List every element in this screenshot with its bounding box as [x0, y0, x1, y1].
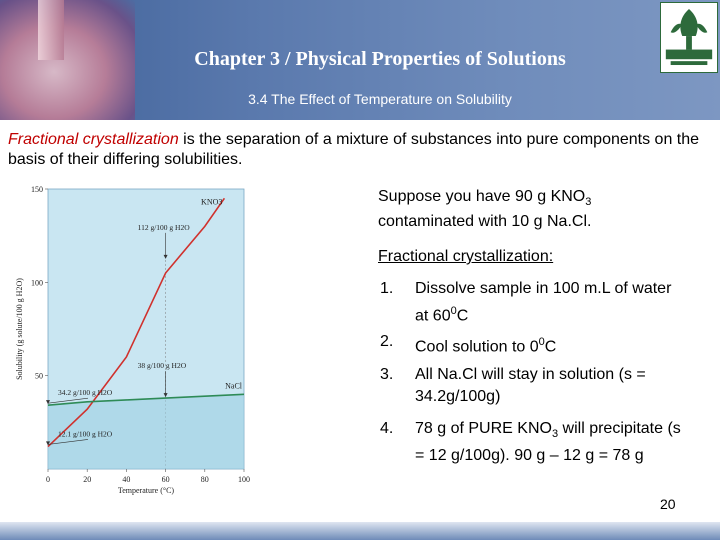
x-tick-label: 20: [83, 475, 91, 484]
step-number: 3.: [380, 366, 394, 383]
step-4-text-a: 78 g of PURE KNO: [415, 420, 552, 437]
step-text: 78 g of PURE KNO3 will precipitate (s = …: [415, 418, 685, 467]
x-tick-label: 40: [122, 475, 130, 484]
nacl-region: [48, 394, 244, 469]
x-tick-label: 100: [238, 475, 250, 484]
annotation-arrowhead: [46, 400, 50, 405]
step-4-subscript: 3: [551, 428, 559, 441]
scenario-line-2: contaminated with 10 g Na.Cl.: [378, 213, 592, 231]
step-text: All Na.Cl will stay in solution (s = 34.…: [415, 366, 646, 405]
series-line-kno3: [47, 197, 226, 448]
y-tick-label: 50: [35, 372, 43, 381]
page-number: 20: [660, 496, 676, 512]
step-2-text-a: Cool solution to 0: [415, 338, 539, 356]
y-tick-label: 100: [31, 278, 43, 287]
step-1-superscript: 0: [450, 305, 457, 317]
procedure-heading: Fractional crystallization:: [378, 248, 554, 265]
header-band: Chapter 3 / Physical Properties of Solut…: [0, 0, 720, 120]
slide-subtitle: 3.4 The Effect of Temperature on Solubil…: [248, 91, 512, 107]
series-label: KNO3: [201, 197, 222, 206]
annotation-label: 12.1 g/100 g H2O: [58, 429, 113, 438]
slide-title: Chapter 3 / Physical Properties of Solut…: [194, 48, 566, 70]
series-line-nacl: [47, 393, 245, 406]
annotation-arrowhead: [163, 393, 168, 398]
step-1-text-a: Dissolve sample in 100 m.L of water at 6…: [415, 280, 672, 325]
step-2-superscript: 0: [538, 336, 545, 348]
annotation-label: 38 g/100 g H2O: [138, 361, 187, 370]
step-number: 2.: [380, 333, 394, 350]
x-tick-label: 60: [162, 475, 170, 484]
annotation-arrow: [47, 439, 89, 445]
university-logo: [660, 2, 718, 73]
flask-neck-decoration: [38, 0, 64, 60]
flask-decoration: [0, 0, 135, 120]
step-number: 1.: [380, 280, 394, 297]
x-tick-label: 0: [46, 475, 50, 484]
y-axis-label: Solubility (g solute/100 g H2O): [15, 278, 24, 380]
solubility-chart: 0 20 40 60 80 100 50 100 150 Temperature (°C) Solu…: [15, 185, 250, 495]
annotation-label: 34.2 g/100 g H2O: [58, 388, 113, 397]
annotation-label: 112 g/100 g H2O: [138, 223, 191, 232]
x-axis-label: Temperature (°C): [118, 486, 175, 495]
scenario-line-1: Suppose you have 90 g KNO3: [378, 187, 688, 212]
scenario-text-a: Suppose you have 90 g KNO: [378, 188, 586, 205]
scenario-subscript: 3: [585, 196, 592, 209]
step-number: 4.: [380, 420, 394, 437]
step-4-text-b: will precipitate (s = 12 g/100g). 90 g –…: [415, 420, 681, 465]
scenario-block: Suppose you have 90 g KNO3 contaminated …: [378, 187, 688, 232]
step-2-text-b: C: [544, 338, 557, 356]
x-tick-label: 80: [201, 475, 209, 484]
intro-paragraph: Fractional crystallization is the separa…: [8, 130, 708, 170]
annotation-arrowhead: [46, 441, 50, 446]
annotation-arrowhead: [163, 254, 168, 259]
fractional-crystallization-term: Fractional crystallization: [8, 131, 179, 148]
series-label: NaCl: [225, 381, 243, 390]
intro-definition: is the separation of a mixture of substa…: [8, 131, 700, 168]
step-text: Cool solution to 00C: [415, 331, 685, 358]
step-1-text-b: C: [456, 307, 469, 325]
step-text: Dissolve sample in 100 m.L of water at 6…: [415, 278, 685, 327]
y-tick-label: 150: [31, 185, 43, 194]
footer-band: [0, 522, 720, 540]
annotation-arrow: [47, 397, 89, 404]
